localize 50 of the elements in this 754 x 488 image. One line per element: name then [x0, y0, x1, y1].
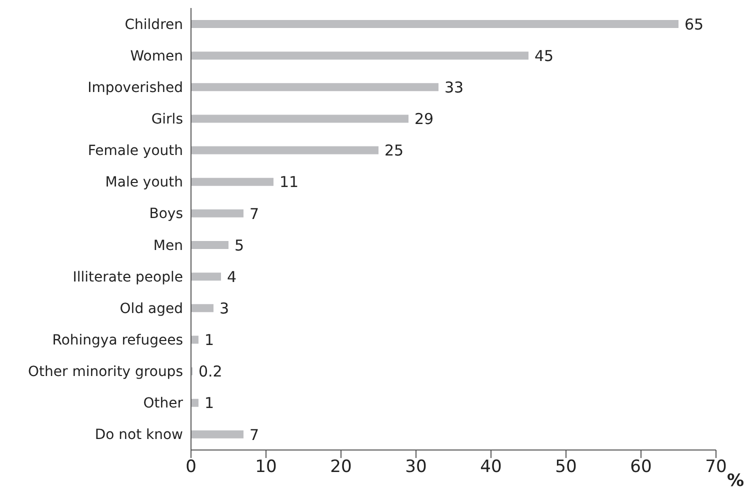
- x-tick-label: 50: [555, 457, 577, 478]
- data-label: 3: [220, 299, 230, 318]
- bar: [191, 178, 274, 186]
- y-tick-label: Impoverished: [88, 80, 183, 96]
- bar: [191, 336, 198, 344]
- data-label: 1: [204, 394, 214, 412]
- bar: [191, 240, 228, 249]
- y-tick-label: Rohingya refugees: [52, 332, 183, 348]
- y-tick-label: Girls: [151, 111, 183, 128]
- y-tick-label: Illiterate people: [72, 269, 183, 286]
- data-label: 45: [534, 46, 554, 65]
- data-label: 25: [384, 142, 404, 160]
- data-label: 0.2: [198, 362, 222, 381]
- bar: [191, 304, 214, 312]
- data-label: 5: [234, 236, 244, 254]
- y-tick-label: Men: [153, 238, 183, 254]
- data-label: 11: [280, 173, 299, 192]
- x-tick-label: 10: [255, 457, 277, 478]
- x-tick-label: 70: [705, 457, 727, 478]
- y-tick-label: Women: [130, 48, 183, 64]
- x-tick-label: 0: [186, 457, 196, 478]
- bar: [191, 272, 221, 281]
- bar: [191, 146, 378, 154]
- x-tick-label: 60: [630, 457, 652, 478]
- bar: [191, 20, 678, 28]
- x-tick-label: 40: [480, 457, 502, 478]
- data-label: 4: [227, 268, 237, 286]
- data-label: 33: [444, 78, 464, 96]
- y-tick-label: Old aged: [120, 300, 183, 317]
- x-tick-label: 20: [330, 457, 352, 478]
- data-label: 65: [684, 15, 704, 34]
- y-tick-label: Male youth: [105, 174, 183, 191]
- bar: [191, 83, 438, 92]
- y-tick-label: Children: [124, 16, 183, 33]
- data-label: 7: [250, 204, 260, 223]
- bar: [191, 209, 244, 218]
- bar: [191, 430, 244, 438]
- y-tick-label: Other: [143, 396, 184, 412]
- data-label: 1: [204, 331, 214, 350]
- y-tick-label: Do not know: [94, 427, 183, 444]
- bar: [191, 398, 198, 407]
- x-tick-label: 30: [405, 457, 427, 478]
- y-tick-label: Boys: [149, 206, 183, 222]
- bar: [191, 52, 528, 60]
- data-label: 29: [414, 110, 434, 128]
- data-label: 7: [250, 426, 260, 444]
- y-tick-label: Other minority groups: [28, 364, 183, 380]
- x-axis-title: %: [727, 471, 744, 488]
- y-tick-label: Female youth: [88, 143, 183, 160]
- bar: [191, 114, 408, 123]
